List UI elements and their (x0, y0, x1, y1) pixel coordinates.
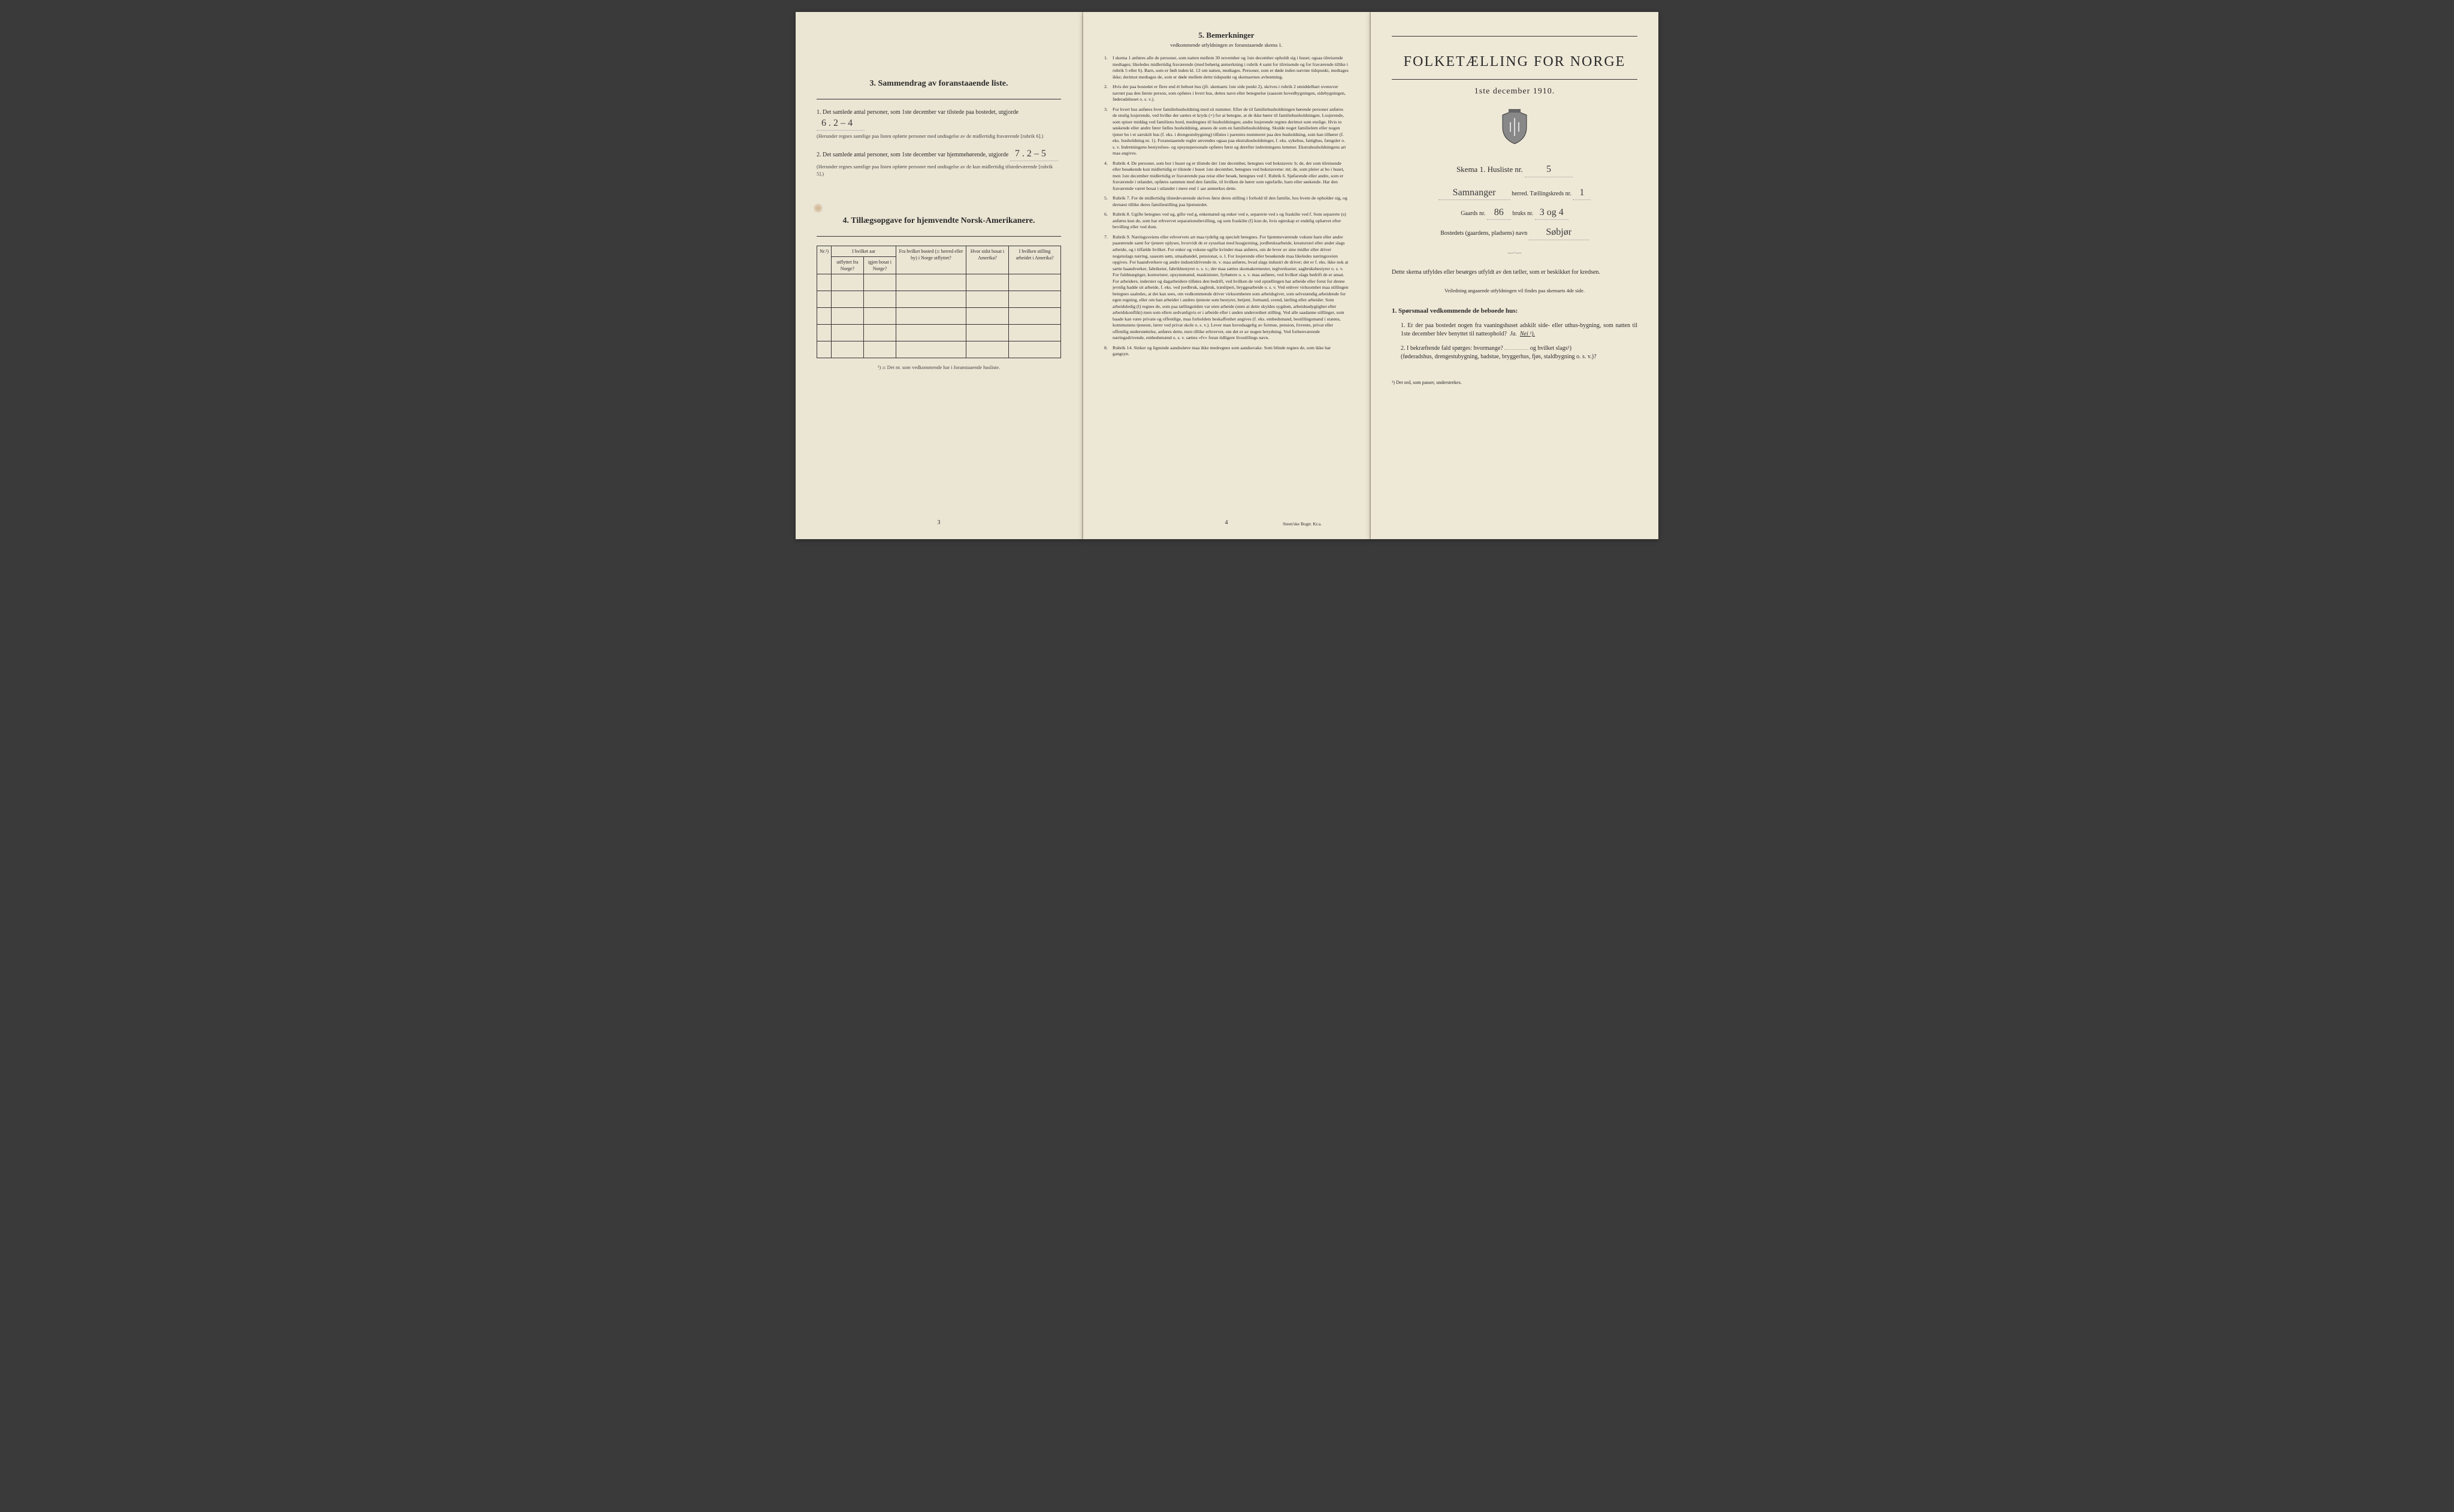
bem-item: 8.Rubrik 14. Sinker og lignende aandsslø… (1104, 345, 1349, 358)
q2-value: 7 . 2 – 5 (1010, 147, 1058, 161)
footnote: ¹) Det ord, som passer, understrekes. (1392, 379, 1637, 386)
th-year: I hvilket aar (832, 246, 896, 256)
bem-num: 4. (1104, 161, 1113, 192)
gaard-nr: 86 (1487, 206, 1511, 220)
th-job: I hvilken stilling arbeidet i Amerika? (1009, 246, 1061, 274)
th-from: Fra hvilket bosted (ɔ: herred eller by) … (896, 246, 966, 274)
instruction-sub: Veiledning angaaende utfyldningen vil fi… (1392, 288, 1637, 295)
rule (817, 236, 1061, 237)
page-number: 4 (1225, 519, 1228, 527)
bem-num: 1. (1104, 55, 1113, 80)
bem-text: Rubrik 14. Sinker og lignende aandssløve… (1113, 345, 1349, 358)
bem-num: 3. (1104, 107, 1113, 157)
bem-text: Rubrik 4. De personer, som bor i huset o… (1113, 161, 1349, 192)
skema-label: Skema 1. Husliste nr. (1456, 165, 1523, 174)
bemerkninger-list: 1.I skema 1 anføres alle de personer, so… (1104, 55, 1349, 358)
q1-item2: 2. I bekræftende fald spørges: hvormange… (1401, 344, 1637, 361)
page-number: 3 (938, 519, 941, 527)
q2-text: Det samlede antal personer, som 1ste dec… (823, 152, 1008, 158)
page-right: FOLKETÆLLING FOR NORGE 1ste december 191… (1371, 12, 1658, 539)
census-date: 1ste december 1910. (1392, 86, 1637, 98)
bem-text: Rubrik 9. Næringsveiens eller erhvervets… (1113, 234, 1349, 341)
gaard-label2: bruks nr. (1512, 210, 1533, 217)
bem-item: 2.Hvis der paa bostedet er flere end ét … (1104, 84, 1349, 103)
q1-note: (Herunder regnes samtlige paa listen opf… (817, 133, 1061, 140)
q1-title: 1. Spørsmaal vedkommende de beboede hus: (1392, 307, 1637, 316)
item1-text: Er der paa bostedet nogen fra vaaningshu… (1401, 322, 1637, 337)
bem-num: 7. (1104, 234, 1113, 341)
q2-num: 2. (817, 152, 821, 158)
q1-num: 1. (817, 109, 821, 116)
husliste-nr: 5 (1525, 163, 1573, 177)
table-row (817, 308, 1061, 325)
bem-item: 3.For hvert hus anføres hver familiehush… (1104, 107, 1349, 157)
bemerkninger-subtitle: vedkommende utfyldningen av foranstaaend… (1104, 42, 1349, 49)
title-frame: FOLKETÆLLING FOR NORGE (1392, 36, 1637, 80)
q1-item1: 1. Er der paa bostedet nogen fra vaaning… (1401, 322, 1637, 338)
item2-num: 2. (1401, 345, 1406, 352)
table-row (817, 274, 1061, 291)
printer-mark: Steen'ske Bogtr. Kr.a. (1283, 521, 1322, 528)
table-head: Nr.¹) I hvilket aar Fra hvilket bosted (… (817, 246, 1061, 274)
bosted-value: Søbjør (1529, 226, 1589, 240)
flourish: —·— (1392, 249, 1637, 258)
th-returned: igjen bosat i Norge? (863, 256, 896, 274)
bem-item: 7.Rubrik 9. Næringsveiens eller erhverve… (1104, 234, 1349, 341)
section4-footnote: ¹) ɔ: Det nr. som vedkommende har i fora… (817, 364, 1061, 371)
th-where: Hvor sidst bosat i Amerika? (966, 246, 1008, 274)
item2-text-b: og hvilket slags¹) (1530, 345, 1571, 352)
instruction: Dette skema utfyldes eller besørges utfy… (1392, 268, 1637, 277)
bruks-nr: 3 og 4 (1535, 206, 1568, 220)
bem-item: 1.I skema 1 anføres alle de personer, so… (1104, 55, 1349, 80)
bem-item: 6.Rubrik 8. Ugifte betegnes ved ug, gift… (1104, 211, 1349, 231)
bosted-line: Bostedets (gaardens, pladsens) navn Søbj… (1392, 226, 1637, 240)
nei-option: Nei ¹). (1520, 331, 1535, 337)
bemerkninger-title: 5. Bemerkninger (1104, 30, 1349, 41)
crest-icon (1500, 109, 1530, 145)
item2-text-c: (føderadshus, drengestubygning, badstue,… (1401, 353, 1597, 360)
bem-text: Rubrik 7. For de midlertidig tilstedevær… (1113, 195, 1349, 208)
bosted-label: Bostedets (gaardens, pladsens) navn (1440, 230, 1527, 237)
th-emigrated: utflyttet fra Norge? (832, 256, 864, 274)
bem-text: Hvis der paa bostedet er flere end ét be… (1113, 84, 1349, 103)
kreds-nr: 1 (1573, 186, 1591, 200)
q1: 1. Det samlede antal personer, som 1ste … (817, 108, 1061, 140)
table-row (817, 341, 1061, 358)
item2-text-a: I bekræftende fald spørges: hvormange? (1407, 345, 1503, 352)
bem-num: 2. (1104, 84, 1113, 103)
table-body (817, 274, 1061, 358)
census-title: FOLKETÆLLING FOR NORGE (1392, 52, 1637, 72)
herred-value: Samnanger (1438, 186, 1510, 200)
page-middle: 5. Bemerkninger vedkommende utfyldningen… (1083, 12, 1371, 539)
bem-text: I skema 1 anføres alle de personer, som … (1113, 55, 1349, 80)
bem-item: 5.Rubrik 7. For de midlertidig tilstedev… (1104, 195, 1349, 208)
skema-line: Skema 1. Husliste nr. 5 (1392, 163, 1637, 177)
q1-value: 6 . 2 – 4 (817, 117, 865, 131)
ja-option: Ja. (1510, 331, 1517, 337)
bem-text: For hvert hus anføres hver familiehushol… (1113, 107, 1349, 157)
bem-num: 8. (1104, 345, 1113, 358)
q2: 2. Det samlede antal personer, som 1ste … (817, 147, 1061, 178)
gaard-line: Gaards nr. 86 bruks nr. 3 og 4 (1392, 206, 1637, 220)
herred-line: Samnanger herred. Tællingskreds nr. 1 (1392, 186, 1637, 200)
item1-num: 1. (1401, 322, 1406, 329)
page-left: 3. Sammendrag av foranstaaende liste. 1.… (796, 12, 1083, 539)
stain (814, 204, 823, 213)
q1-text: Det samlede antal personer, som 1ste dec… (823, 109, 1019, 116)
coat-of-arms (1392, 109, 1637, 148)
herred-label: herred. Tællingskreds nr. (1512, 190, 1571, 197)
bem-num: 6. (1104, 211, 1113, 231)
section4-table: Nr.¹) I hvilket aar Fra hvilket bosted (… (817, 246, 1061, 359)
gaard-label1: Gaards nr. (1461, 210, 1485, 217)
section4-title: 4. Tillægsopgave for hjemvendte Norsk-Am… (817, 215, 1061, 227)
table-row (817, 325, 1061, 341)
bem-text: Rubrik 8. Ugifte betegnes ved ug, gifte … (1113, 211, 1349, 231)
bem-item: 4.Rubrik 4. De personer, som bor i huset… (1104, 161, 1349, 192)
section3-title: 3. Sammendrag av foranstaaende liste. (817, 78, 1061, 90)
bem-num: 5. (1104, 195, 1113, 208)
q2-note: (Herunder regnes samtlige paa listen opf… (817, 164, 1061, 178)
table-row (817, 291, 1061, 308)
th-nr: Nr.¹) (817, 246, 832, 274)
document-spread: 3. Sammendrag av foranstaaende liste. 1.… (796, 12, 1658, 539)
